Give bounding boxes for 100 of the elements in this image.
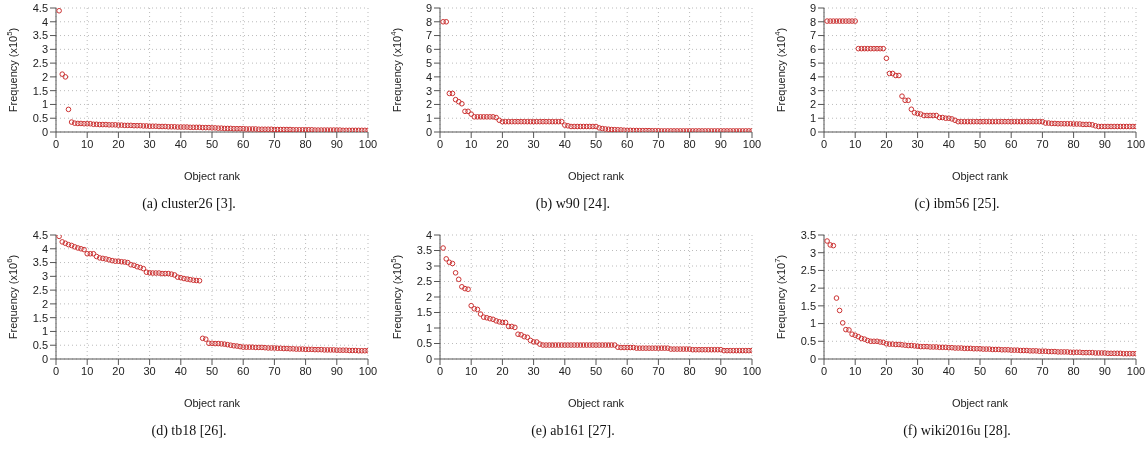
x-tick-label: 10	[465, 364, 478, 377]
x-tick-label: 20	[112, 364, 125, 377]
x-tick-label: 20	[496, 364, 509, 377]
x-tick-label: 40	[558, 137, 571, 150]
x-tick-label: 100	[358, 137, 378, 150]
x-tick-label: 80	[683, 137, 696, 150]
x-tick-label: 10	[849, 364, 862, 377]
x-tick-label: 30	[527, 364, 540, 377]
x-tick-label: 50	[973, 364, 987, 377]
x-tick-label: 80	[299, 364, 312, 377]
x-axis-title: Object rank	[183, 170, 241, 182]
x-tick-label: 70	[652, 364, 665, 377]
x-tick-label: 30	[527, 137, 540, 150]
x-tick-label: 70	[268, 364, 281, 377]
y-tick-label: 5	[809, 57, 816, 70]
x-axis-title: Object rank	[183, 397, 241, 409]
y-tick-label: 3.5	[32, 29, 48, 42]
y-tick-label: 5	[425, 57, 432, 70]
x-tick-label: 20	[112, 137, 125, 150]
y-tick-label: 2.5	[32, 57, 48, 70]
y-tick-label: 6	[425, 43, 432, 56]
x-tick-label: 60	[237, 137, 250, 150]
y-tick-label: 0	[425, 125, 432, 138]
x-tick-label: 0	[820, 364, 828, 377]
y-tick-label: 8	[425, 15, 432, 28]
x-tick-label: 0	[436, 137, 444, 150]
x-tick-label: 50	[973, 137, 987, 150]
x-tick-label: 0	[436, 364, 444, 377]
x-tick-label: 40	[558, 364, 571, 377]
y-tick-label: 4	[41, 242, 48, 255]
x-tick-label: 80	[1067, 137, 1080, 150]
y-tick-label: 1	[425, 112, 432, 125]
y-tick-label: 1	[41, 325, 48, 338]
x-tick-label: 40	[174, 364, 187, 377]
x-tick-label: 40	[942, 137, 955, 150]
y-tick-label: 1	[41, 98, 48, 111]
x-tick-label: 70	[268, 137, 281, 150]
y-tick-label: 3	[809, 246, 816, 259]
y-tick-label: 2	[425, 290, 432, 303]
y-tick-label: 2.5	[32, 284, 48, 297]
x-axis-title: Object rank	[951, 170, 1009, 182]
y-tick-label: 3.5	[800, 228, 816, 241]
y-tick-label: 0	[41, 125, 48, 138]
x-tick-label: 80	[1067, 364, 1080, 377]
x-tick-label: 40	[174, 137, 187, 150]
y-tick-label: 1.5	[416, 306, 432, 319]
y-tick-label: 0.5	[800, 335, 816, 348]
x-tick-label: 90	[330, 364, 343, 377]
x-tick-label: 10	[849, 137, 862, 150]
y-tick-label: 0.5	[32, 112, 48, 125]
x-tick-label: 90	[330, 137, 343, 150]
x-tick-label: 70	[1036, 364, 1049, 377]
x-tick-label: 80	[299, 137, 312, 150]
x-tick-label: 50	[589, 137, 603, 150]
x-tick-label: 100	[358, 364, 378, 377]
x-tick-label: 70	[652, 137, 665, 150]
x-tick-label: 50	[205, 137, 219, 150]
y-tick-label: 0	[809, 352, 816, 365]
y-tick-label: 1.5	[32, 311, 48, 324]
y-tick-label: 4.5	[32, 228, 48, 241]
y-tick-label: 3	[809, 84, 816, 97]
y-tick-label: 4.5	[32, 1, 48, 14]
y-tick-label: 2	[809, 282, 816, 295]
y-tick-label: 2	[425, 98, 432, 111]
x-tick-label: 90	[714, 364, 727, 377]
y-tick-label: 3	[425, 259, 432, 272]
x-tick-label: 0	[52, 364, 60, 377]
x-tick-label: 10	[81, 137, 94, 150]
y-tick-label: 2	[41, 70, 48, 83]
x-tick-label: 90	[714, 137, 727, 150]
x-tick-label: 0	[52, 137, 60, 150]
y-tick-label: 1	[425, 321, 432, 334]
y-tick-label: 3	[41, 43, 48, 56]
x-tick-label: 60	[621, 364, 634, 377]
x-tick-label: 50	[205, 364, 219, 377]
x-tick-label: 30	[143, 137, 156, 150]
x-tick-label: 60	[237, 364, 250, 377]
y-tick-label: 2.5	[800, 264, 816, 277]
x-tick-label: 20	[496, 137, 509, 150]
x-tick-label: 100	[1126, 364, 1146, 377]
text: (f) wiki2016u [28].	[902, 423, 1012, 439]
y-tick-label: 6	[809, 43, 816, 56]
y-tick-label: 2.5	[416, 275, 432, 288]
y-tick-label: 1	[809, 112, 816, 125]
y-tick-label: 3	[41, 270, 48, 283]
text: (c) ibm56 [25].	[913, 196, 1001, 212]
y-tick-label: 1	[809, 317, 816, 330]
x-axis-title: Object rank	[567, 170, 625, 182]
y-tick-label: 4	[41, 15, 48, 28]
x-tick-label: 10	[81, 364, 94, 377]
y-tick-label: 4	[425, 70, 432, 83]
text: (b) w90 [24].	[534, 196, 612, 212]
y-tick-label: 1.5	[32, 84, 48, 97]
y-tick-label: 1.5	[800, 299, 816, 312]
y-tick-label: 0	[41, 352, 48, 365]
text: (e) ab161 [27].	[530, 423, 616, 439]
x-axis-title: Object rank	[951, 397, 1009, 409]
y-tick-label: 0	[425, 352, 432, 365]
y-tick-label: 7	[809, 29, 816, 42]
y-tick-label: 0.5	[416, 337, 432, 350]
